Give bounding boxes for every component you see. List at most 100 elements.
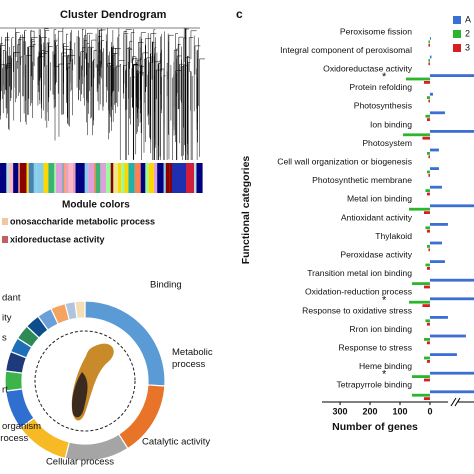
dendrogram [0,27,205,160]
module-color [55,163,63,193]
bar [422,136,430,140]
category-label: Photosynthetic membrane [312,175,412,185]
bar [426,192,430,196]
bar [426,118,430,121]
term-marker [2,218,8,225]
y-axis-label: Functional categories [240,156,252,265]
category-label: Response to oxidative stress [302,305,412,315]
bar [423,338,430,341]
module-color [169,163,175,193]
category-label: Transition metal ion binding [307,268,412,278]
module-color [153,163,158,193]
bar [425,189,430,192]
module-color [54,163,56,193]
bar [428,59,430,62]
category-label: Cell wall organization or biogenesis [277,156,412,166]
annotation: * [382,71,387,83]
legend-swatch [453,16,461,24]
bar [423,211,430,214]
category-label: Peroxidase activity [340,249,412,259]
category-label: Rron ion binding [349,324,412,334]
x-tick-label: 300 [333,406,348,416]
module-color [9,163,14,193]
bar [429,241,442,245]
bar [426,152,430,155]
bar [426,341,430,345]
legend-swatch [453,30,461,38]
bar [428,62,430,66]
module-color [28,163,34,193]
segment-label: Binding [150,280,182,291]
bar [408,207,430,211]
module-color [43,163,49,193]
bar [408,300,430,304]
bar [429,371,474,375]
fruit-image [72,372,88,418]
bar [428,174,430,177]
bar [425,114,430,118]
annotation: * [382,369,387,381]
module-color [68,163,73,193]
category-label: Metal ion binding [347,194,412,204]
category-label: Protein refolding [349,82,412,92]
bar [429,353,457,356]
bar-area [402,37,474,400]
module-color [117,163,122,193]
category-label: Response to stress [338,342,412,352]
bar [428,99,430,103]
bar [429,167,439,170]
module-color [145,163,149,193]
module-color [113,163,118,193]
bar [429,316,448,319]
module-color [66,163,69,193]
bar [429,92,433,96]
segment-label: Catalytic activity [142,437,210,448]
inner-ring [34,330,136,432]
module-color [18,163,20,193]
bar [428,155,430,159]
bar [429,390,474,394]
segment-label: Cellular process [46,457,114,468]
bar [429,130,474,133]
module-color [172,163,186,193]
module-color [48,163,55,193]
bar [426,170,430,174]
category-label: Antioxidant activity [341,212,413,222]
module-color [62,163,64,193]
bar [426,96,430,99]
module-color [33,163,37,193]
bar [428,40,430,44]
legend-label: 3 [465,42,470,52]
module-color [121,163,125,193]
bar [429,37,431,40]
category-label: Integral component of peroxisomal [280,45,412,55]
legend-swatch [453,44,461,52]
donut-chart: Binding Metabolic process Catalytic activit… [0,280,213,468]
segment-label: s [2,333,7,344]
bar [425,319,430,323]
module-color [94,163,96,193]
bar [423,397,430,400]
segment-label: dant [2,293,21,304]
bar [429,334,466,338]
module-color [88,163,95,193]
category-label: Oxidoreductase activity [323,63,413,73]
module-color [157,163,164,193]
bar [429,55,432,59]
bar [405,77,430,81]
donut-segment [74,300,86,320]
bar [411,282,430,285]
x-tick-label: 200 [363,406,378,416]
bar [429,278,474,282]
bar [402,133,430,137]
category-label: Ion binding [370,119,412,129]
segment-label: Metabolic process [172,347,213,370]
bar [428,248,430,252]
module-color [106,163,111,193]
module-color [140,163,146,193]
category-label: Tetrapyrrole binding [337,380,413,390]
module-color [128,163,135,193]
bar [429,111,445,115]
legend-label: 2 [465,28,470,38]
module-color [110,163,114,193]
